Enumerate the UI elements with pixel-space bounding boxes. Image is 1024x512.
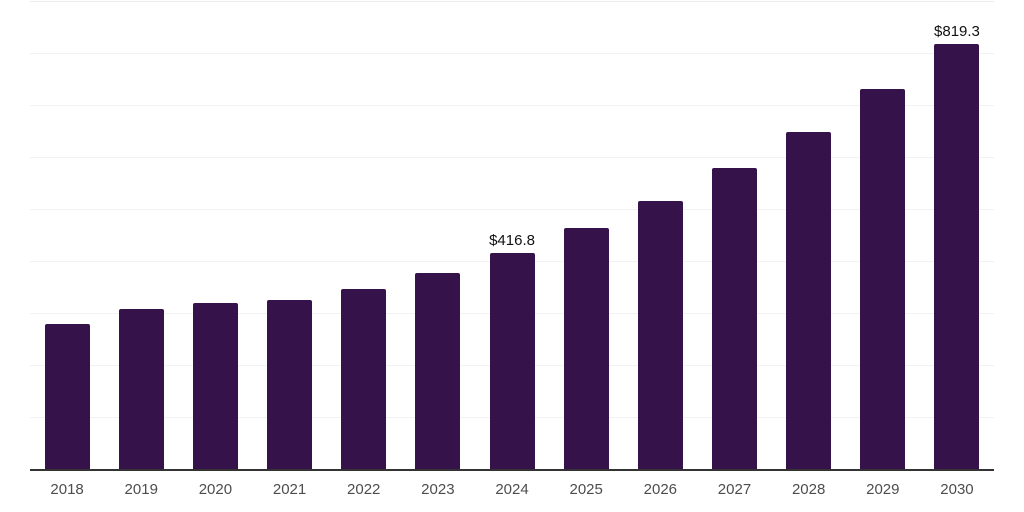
bar-column-2026 <box>623 2 697 470</box>
bar-2027[interactable] <box>711 167 757 470</box>
x-axis-line <box>30 469 994 471</box>
bar-column-2023 <box>401 2 475 470</box>
bar-column-2028 <box>772 2 846 470</box>
bar-column-2022 <box>327 2 401 470</box>
bar-column-2018 <box>30 2 104 470</box>
gridline-500 <box>30 209 994 210</box>
bar-column-2025 <box>549 2 623 470</box>
x-tick-2030: 2030 <box>940 481 974 498</box>
plot-area: $416.8 $819.3 <box>30 1 994 471</box>
bar-2019[interactable] <box>118 308 164 470</box>
x-tick-2023: 2023 <box>421 481 455 498</box>
x-tick-2027: 2027 <box>717 481 752 498</box>
x-tick-2029: 2029 <box>866 481 900 498</box>
bar-2022[interactable] <box>341 289 387 470</box>
x-tick-2025: 2025 <box>569 481 603 498</box>
x-tick-2022: 2022 <box>347 481 381 498</box>
x-tick-2021: 2021 <box>272 481 307 498</box>
bar-column-2024: $416.8 <box>475 2 549 470</box>
x-tick-2020: 2020 <box>198 481 233 498</box>
bar-column-2021 <box>252 2 326 470</box>
bar-2029[interactable] <box>860 88 906 470</box>
bar-2028[interactable] <box>786 132 832 470</box>
x-axis-labels: 2018 2019 2020 2021 2022 2023 2024 2025 2026 2027… <box>30 481 994 498</box>
x-tick-2028: 2028 <box>791 481 826 498</box>
bar-2023[interactable] <box>415 272 461 470</box>
bar-series: $416.8 $819.3 <box>30 2 994 470</box>
bar-column-2030: $819.3 <box>920 2 994 470</box>
bar-2025[interactable] <box>563 228 609 470</box>
bar-2020[interactable] <box>192 303 238 470</box>
bar-2024[interactable]: $416.8 <box>489 233 535 470</box>
x-tick-2018: 2018 <box>50 481 84 498</box>
bar-2021[interactable] <box>267 300 313 470</box>
bar-column-2029 <box>846 2 920 470</box>
gridline-900 <box>30 1 994 2</box>
x-tick-2024: 2024 <box>495 481 529 498</box>
bar-column-2027 <box>697 2 771 470</box>
gridline-600 <box>30 157 994 158</box>
bar-column-2020 <box>178 2 252 470</box>
bar-2026[interactable] <box>637 201 683 470</box>
x-tick-2026: 2026 <box>643 481 678 498</box>
bar-column-2019 <box>104 2 178 470</box>
bar-2030[interactable]: $819.3 <box>934 24 980 470</box>
bar-2018[interactable] <box>44 323 90 470</box>
gridline-700 <box>30 105 994 106</box>
value-label-2024: $416.8 <box>489 232 535 250</box>
value-label-2030: $819.3 <box>934 23 980 40</box>
gridline-800 <box>30 53 994 54</box>
x-tick-2019: 2019 <box>124 481 158 498</box>
